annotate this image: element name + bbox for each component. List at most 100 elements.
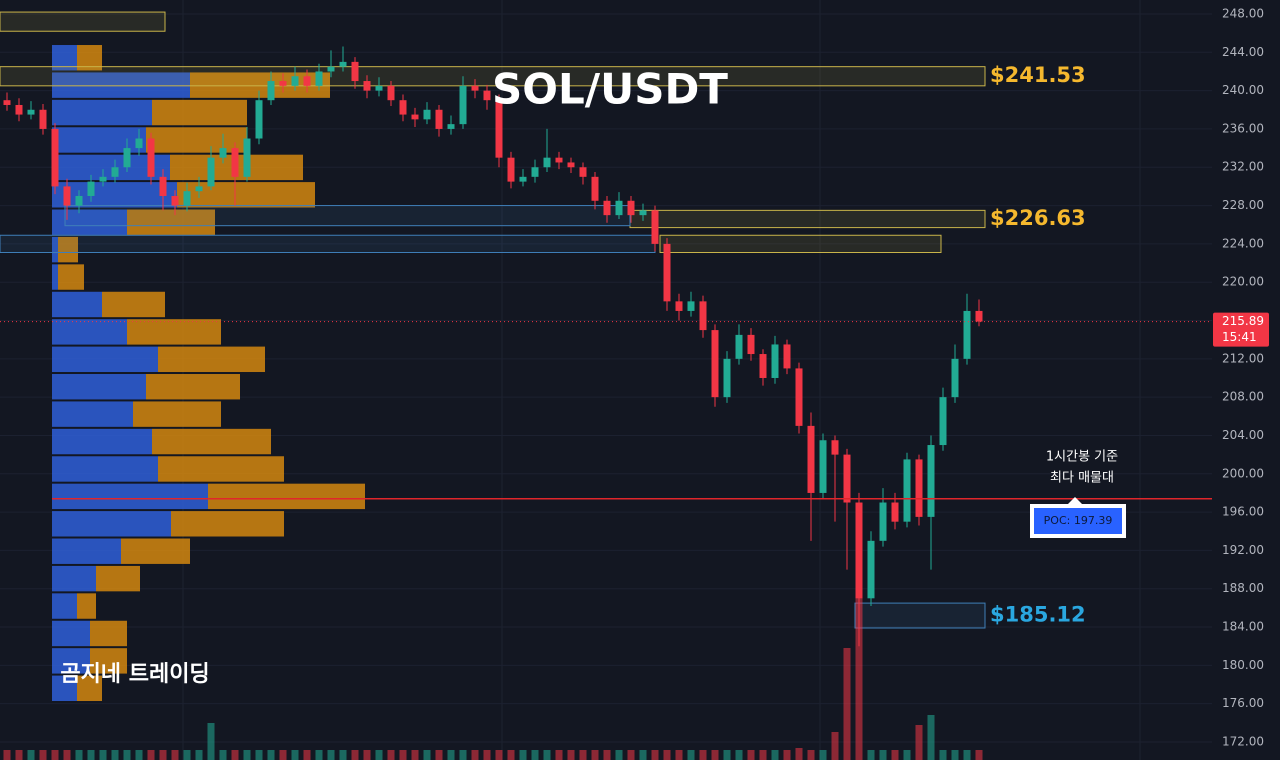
candle-body <box>567 162 575 168</box>
zone-label: $185.12 <box>990 603 1086 627</box>
profile-buy <box>52 72 190 98</box>
candle-body <box>711 330 719 398</box>
candle-body <box>807 425 815 493</box>
volume-bar <box>915 725 923 760</box>
candle-body <box>819 440 827 493</box>
zones <box>0 11 986 629</box>
volume-bar <box>435 750 443 760</box>
candle-body <box>51 128 59 187</box>
candle-body <box>651 210 659 244</box>
volume-bar <box>771 750 779 760</box>
volume-bar <box>387 750 395 760</box>
volume-bar <box>867 750 875 760</box>
profile-sell <box>58 264 84 290</box>
candle-body <box>915 459 923 517</box>
y-tick-label: 200.00 <box>1222 466 1264 480</box>
volume-bar <box>207 723 215 760</box>
volume-bar <box>507 750 515 760</box>
volume-bar <box>903 750 911 760</box>
zone <box>629 209 986 229</box>
volume-bar <box>567 750 575 760</box>
candle-body <box>171 195 179 206</box>
y-tick-label: 224.00 <box>1222 236 1264 250</box>
profile-sell <box>158 456 284 482</box>
candle-body <box>735 334 743 359</box>
volume-bar <box>27 750 35 760</box>
poc-label: POC: 197.39 <box>1044 514 1113 527</box>
candle-body <box>147 138 155 177</box>
volume-bar <box>747 750 755 760</box>
profile-buy <box>52 483 208 510</box>
volume-bar <box>111 750 119 760</box>
y-tick-label: 220.00 <box>1222 275 1264 289</box>
candle-body <box>135 138 143 149</box>
volume-bar <box>39 750 47 760</box>
profile-buy <box>52 456 158 482</box>
profile-sell <box>158 346 265 373</box>
profile-sell <box>77 593 96 619</box>
profile-sell <box>146 127 247 153</box>
zone <box>0 11 166 32</box>
candle-body <box>39 109 47 129</box>
volume-bar <box>255 750 263 760</box>
zone <box>659 234 942 254</box>
volume-bar <box>735 750 743 760</box>
volume-bar <box>339 750 347 760</box>
volume-bar <box>411 750 419 760</box>
profile-buy <box>52 401 133 427</box>
candle-body <box>591 176 599 201</box>
zone <box>854 602 986 629</box>
profile-buy <box>52 182 177 208</box>
volume-bar <box>855 590 863 760</box>
candle-body <box>783 344 791 369</box>
profile-buy <box>52 99 152 126</box>
candle-body <box>219 148 227 158</box>
poc-note: 1시간봉 기준 <box>1046 450 1118 465</box>
volume-bar <box>723 750 731 760</box>
zone <box>0 66 986 87</box>
volume-bar <box>171 750 179 760</box>
volume-bar <box>975 750 983 760</box>
candle-body <box>291 76 299 86</box>
y-tick-label: 184.00 <box>1222 620 1264 634</box>
poc-callout-arrow <box>1068 497 1082 504</box>
candle-body <box>495 100 503 158</box>
candle-body <box>639 210 647 216</box>
volume-bar <box>75 750 83 760</box>
volume-bar <box>603 750 611 760</box>
candle-body <box>207 157 215 187</box>
y-tick-label: 192.00 <box>1222 543 1264 557</box>
candle-body <box>375 85 383 91</box>
volume-bar <box>831 732 839 760</box>
volume-bar <box>687 750 695 760</box>
candle-body <box>339 61 347 67</box>
candle-body <box>603 200 611 216</box>
candle-body <box>363 81 371 91</box>
poc-callout <box>1034 508 1122 534</box>
candle-body <box>243 138 251 177</box>
candle-body <box>579 167 587 177</box>
y-tick-label: 176.00 <box>1222 696 1264 710</box>
candle-body <box>555 157 563 163</box>
volume-bar <box>951 750 959 760</box>
profile-buy <box>52 675 77 702</box>
candle-body <box>759 354 767 378</box>
volume-bar <box>591 750 599 760</box>
volume-bar <box>219 750 227 760</box>
profile-buy <box>52 428 152 455</box>
candle-body <box>459 85 467 125</box>
profile-buy <box>52 620 90 647</box>
candle-body <box>795 368 803 426</box>
candle-body <box>447 124 455 129</box>
y-tick-label: 240.00 <box>1222 83 1264 97</box>
y-tick-label: 204.00 <box>1222 428 1264 442</box>
volume-bar <box>123 750 131 760</box>
candle-body <box>15 104 23 115</box>
y-tick-label: 172.00 <box>1222 734 1264 748</box>
last-time-label: 15:41 <box>1222 330 1257 344</box>
volume-bar <box>879 750 887 760</box>
candle-body <box>267 81 275 101</box>
profile-sell <box>152 99 247 126</box>
chart-title: SOL/USDT <box>492 65 728 114</box>
